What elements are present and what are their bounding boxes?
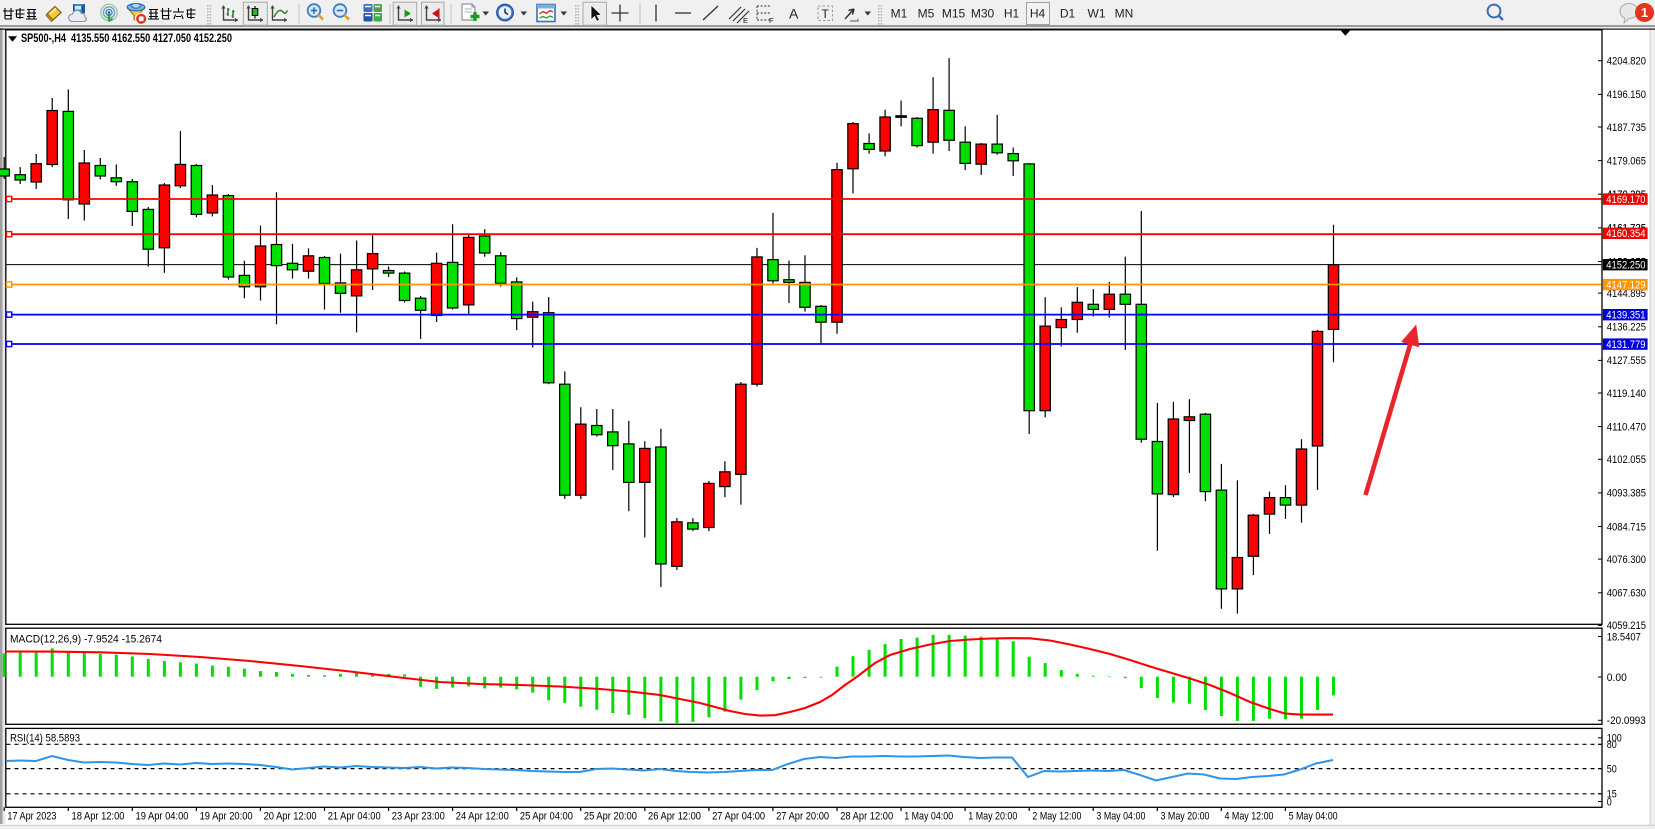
svg-text:25 Apr 20:00: 25 Apr 20:00: [584, 810, 637, 822]
svg-text:H4: H4: [1030, 7, 1046, 21]
svg-text:4 May 12:00: 4 May 12:00: [1225, 810, 1274, 822]
svg-text:4119.140: 4119.140: [1607, 388, 1646, 400]
svg-text:0: 0: [1607, 796, 1612, 808]
svg-text:1: 1: [1641, 5, 1648, 20]
svg-text:4169.170: 4169.170: [1606, 194, 1645, 206]
svg-text:4152.250: 4152.250: [1606, 260, 1645, 272]
svg-text:24 Apr 12:00: 24 Apr 12:00: [456, 810, 509, 822]
svg-text:5 May 04:00: 5 May 04:00: [1289, 810, 1338, 822]
svg-text:2 May 12:00: 2 May 12:00: [1032, 810, 1081, 822]
svg-text:T: T: [822, 7, 830, 21]
svg-text:27 Apr 20:00: 27 Apr 20:00: [776, 810, 829, 822]
svg-text:21 Apr 04:00: 21 Apr 04:00: [328, 810, 381, 822]
svg-text:1 May 20:00: 1 May 20:00: [968, 810, 1017, 822]
svg-text:4110.470: 4110.470: [1607, 421, 1646, 433]
svg-text:80: 80: [1607, 739, 1617, 751]
svg-text:4147.129: 4147.129: [1606, 279, 1645, 291]
svg-text:4084.715: 4084.715: [1607, 521, 1646, 533]
svg-text:4196.150: 4196.150: [1607, 89, 1646, 101]
svg-text:4179.065: 4179.065: [1607, 155, 1646, 167]
svg-text:D1: D1: [1060, 7, 1076, 21]
svg-text:4160.354: 4160.354: [1606, 228, 1645, 240]
svg-text:4076.300: 4076.300: [1607, 554, 1646, 566]
svg-text:A: A: [789, 6, 799, 22]
svg-text:19 Apr 04:00: 19 Apr 04:00: [136, 810, 189, 822]
svg-text:M5: M5: [918, 7, 935, 21]
svg-text:SP500-,H4 4135.550 4162.550 4: SP500-,H4 4135.550 4162.550 4127.050 415…: [21, 31, 232, 45]
svg-text:4136.225: 4136.225: [1607, 322, 1646, 334]
svg-text:4059.215: 4059.215: [1607, 620, 1646, 632]
svg-text:4093.385: 4093.385: [1607, 488, 1646, 500]
svg-text:4139.351: 4139.351: [1606, 310, 1645, 322]
svg-text:4204.820: 4204.820: [1607, 56, 1646, 68]
svg-text:E: E: [743, 16, 748, 25]
svg-text:4144.895: 4144.895: [1607, 288, 1646, 300]
svg-text:H1: H1: [1004, 7, 1020, 21]
svg-text:M30: M30: [971, 7, 995, 21]
svg-text:27 Apr 04:00: 27 Apr 04:00: [712, 810, 765, 822]
svg-text:15: 15: [1607, 789, 1617, 801]
svg-text:3 May 20:00: 3 May 20:00: [1161, 810, 1210, 822]
svg-text:18.5407: 18.5407: [1607, 631, 1641, 643]
svg-text:25 Apr 04:00: 25 Apr 04:00: [520, 810, 573, 822]
svg-text:M1: M1: [891, 7, 908, 21]
svg-text:1 May 04:00: 1 May 04:00: [904, 810, 953, 822]
svg-text:4102.055: 4102.055: [1607, 454, 1646, 466]
svg-text:18 Apr 12:00: 18 Apr 12:00: [72, 810, 125, 822]
svg-text:4127.555: 4127.555: [1607, 355, 1646, 367]
svg-text:M15: M15: [942, 7, 966, 21]
svg-text:0.00: 0.00: [1607, 672, 1627, 684]
svg-text:4187.735: 4187.735: [1607, 122, 1646, 134]
svg-text:RSI(14) 58.5893: RSI(14) 58.5893: [10, 733, 80, 745]
svg-text:-20.0993: -20.0993: [1607, 715, 1646, 727]
svg-text:F: F: [769, 16, 774, 25]
svg-text:3 May 04:00: 3 May 04:00: [1096, 810, 1145, 822]
svg-text:28 Apr 12:00: 28 Apr 12:00: [840, 810, 893, 822]
svg-text:26 Apr 12:00: 26 Apr 12:00: [648, 810, 701, 822]
svg-text:4067.630: 4067.630: [1607, 588, 1646, 600]
svg-text:20 Apr 12:00: 20 Apr 12:00: [264, 810, 317, 822]
svg-text:100: 100: [1607, 733, 1622, 745]
svg-text:4131.779: 4131.779: [1606, 339, 1645, 351]
svg-text:MN: MN: [1115, 7, 1134, 21]
svg-text:23 Apr 23:00: 23 Apr 23:00: [392, 810, 445, 822]
svg-text:MACD(12,26,9) -7.9524 -15.2674: MACD(12,26,9) -7.9524 -15.2674: [10, 634, 162, 646]
svg-text:W1: W1: [1088, 7, 1106, 21]
svg-text:17 Apr 2023: 17 Apr 2023: [7, 810, 56, 822]
svg-text:19 Apr 20:00: 19 Apr 20:00: [200, 810, 253, 822]
svg-text:50: 50: [1607, 763, 1617, 775]
